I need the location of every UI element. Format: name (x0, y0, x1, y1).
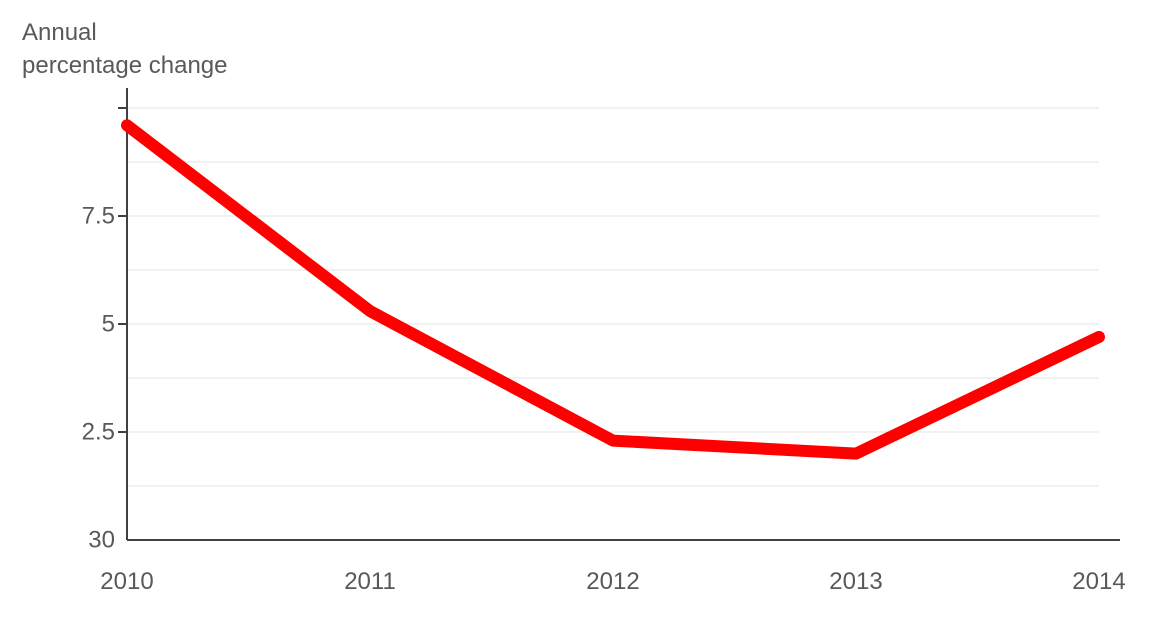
chart-title-line-1: Annual (22, 19, 97, 46)
series-line (121, 119, 1105, 460)
x-tick-label: 2013 (829, 568, 882, 595)
y-tick-label: 5 (102, 311, 115, 338)
x-tick-label: 2011 (344, 568, 396, 595)
x-tick-label: 2014 (1072, 568, 1125, 595)
x-tick-label: 2010 (100, 568, 153, 595)
chart-title: Annual percentage change (22, 16, 228, 82)
y-tick-label: 7.5 (82, 203, 115, 230)
x-tick-label: 2012 (586, 568, 639, 595)
y-tick-label: 2.5 (82, 419, 115, 446)
chart-title-line-2: percentage change (22, 52, 228, 79)
y-tick-label: 30 (88, 527, 115, 554)
